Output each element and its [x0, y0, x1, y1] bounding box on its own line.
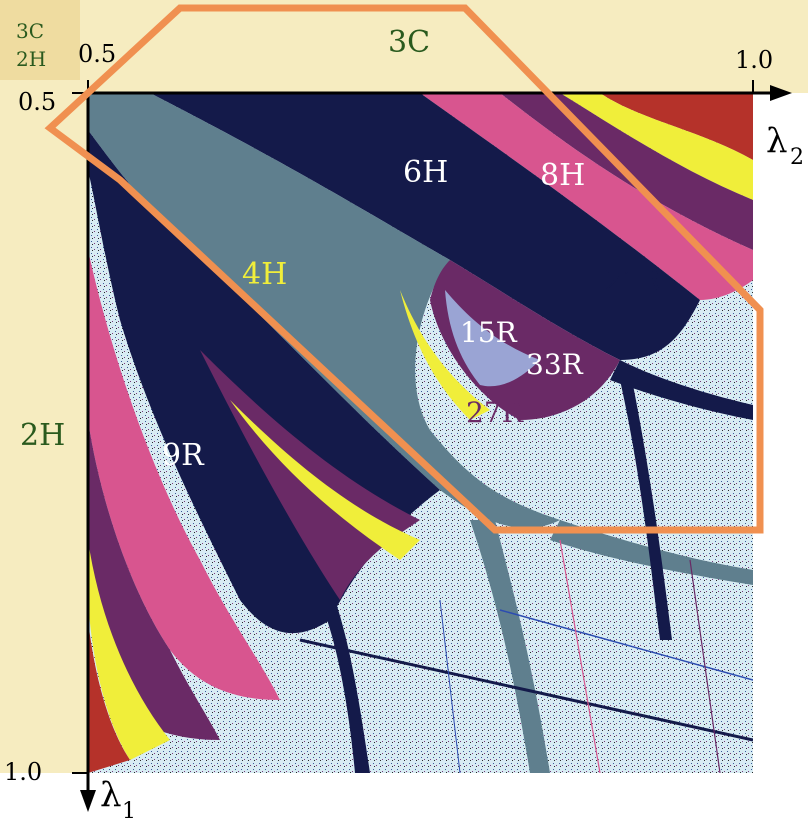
y-tick-min-label: 0.5 [18, 88, 56, 116]
region-pink-left [88, 250, 280, 700]
y-axis-arrow [80, 790, 96, 812]
left-band-2h [0, 93, 88, 773]
label-6h: 6H [403, 155, 448, 190]
region-slate-tail [470, 520, 550, 773]
region-red-upper [600, 93, 753, 160]
label-27r: 27R [466, 396, 524, 429]
region-8h [420, 93, 753, 300]
region-6h [150, 93, 700, 360]
region-yellow-below-4h [230, 400, 420, 560]
corner-legend-line2: 2H [16, 47, 46, 71]
label-8h: 8H [540, 158, 585, 193]
line-purple-vertical [689, 559, 721, 773]
line-pink-vertical [559, 539, 601, 773]
label-33r: 33R [526, 348, 584, 381]
x-axis-arrow [770, 85, 792, 101]
line-navy-diagonal [299, 638, 753, 742]
corner-legend-line1: 3C [16, 19, 44, 43]
region-4h [88, 93, 560, 529]
line-blue-vertical [439, 599, 461, 773]
label-4h: 4H [242, 257, 287, 292]
region-red-lower-left [88, 620, 130, 773]
x-axis-label: λ [766, 121, 788, 161]
y-tick-max-label: 1.0 [4, 758, 42, 786]
region-yellow-27r [400, 290, 490, 420]
x-tick-min-label: 0.5 [78, 40, 116, 68]
region-yellow-left [88, 540, 170, 760]
line-blue-diagonal [499, 609, 753, 681]
corner-legend-box [0, 0, 80, 80]
left-band-label: 2H [20, 418, 65, 453]
x-tick-max-label: 1.0 [735, 46, 773, 74]
label-21r: 21R [604, 264, 662, 297]
y-axis-label: λ [100, 775, 122, 815]
y-axis-subscript: 1 [122, 799, 136, 821]
region-navy-tail-right [620, 380, 672, 640]
highlight-outline [44, 4, 764, 534]
top-band-label: 3C [388, 25, 430, 60]
region-navy-streak-right [610, 360, 753, 420]
region-navy-tail [320, 600, 370, 773]
region-yellow-upper [560, 93, 753, 200]
region-15r [445, 290, 540, 387]
label-15r: 15R [460, 316, 518, 349]
x-axis-subscript: 2 [790, 145, 804, 170]
label-9r: 9R [162, 438, 205, 473]
